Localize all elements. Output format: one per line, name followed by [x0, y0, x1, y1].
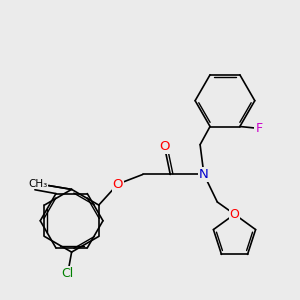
Text: O: O [159, 140, 170, 153]
Text: Cl: Cl [62, 267, 74, 280]
Text: CH₃: CH₃ [28, 179, 48, 189]
Text: O: O [230, 208, 239, 221]
Text: F: F [255, 122, 262, 135]
Text: O: O [112, 178, 123, 190]
Text: N: N [199, 168, 209, 181]
